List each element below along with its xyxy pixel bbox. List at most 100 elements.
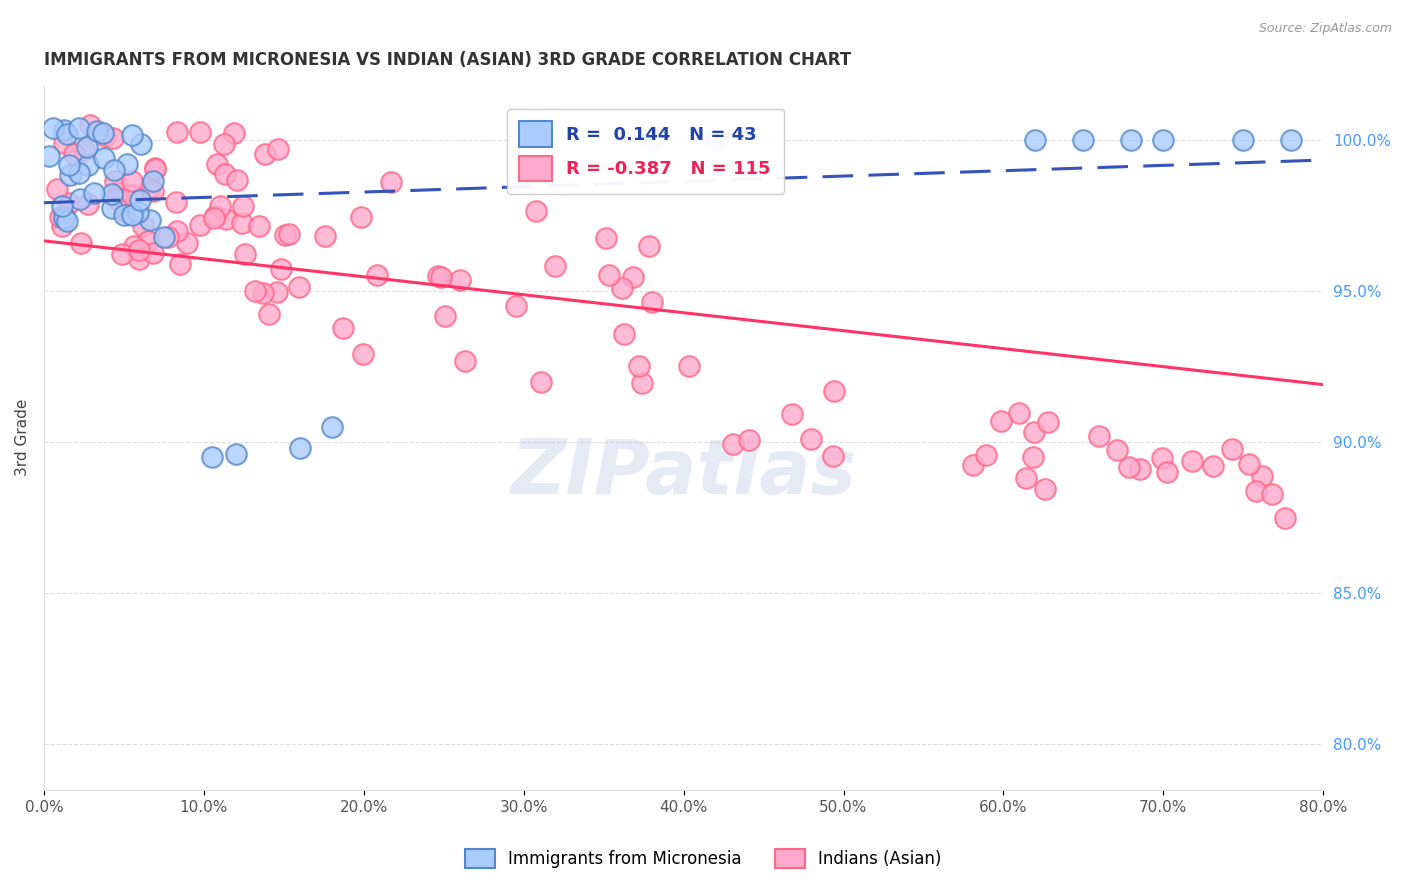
Point (188, 125, 211, 139)
Point (380, 175, 402, 189)
Point (544, 259, 567, 273)
Point (270, 262, 292, 277)
Point (76, 140, 98, 154)
Point (101, 201, 124, 215)
Point (427, 269, 450, 284)
Legend: Immigrants from Micronesia, Indians (Asian): Immigrants from Micronesia, Indians (Asi… (458, 842, 948, 875)
Point (1244, 484, 1267, 499)
Point (214, 137, 236, 152)
Point (628, 359, 651, 374)
Point (352, 347, 374, 361)
Point (67, 166, 90, 180)
Point (1220, 442, 1243, 456)
Point (225, 447, 247, 461)
Point (59, 168, 82, 182)
Point (127, 205, 149, 219)
Point (91, 126, 114, 140)
Point (738, 433, 761, 447)
Point (128, 243, 150, 257)
Point (104, 174, 127, 188)
Point (201, 450, 224, 465)
Point (77, 196, 100, 211)
Point (232, 199, 254, 213)
Point (231, 216, 253, 230)
Point (1279, 133, 1302, 147)
Point (121, 174, 143, 188)
Point (63, 146, 86, 161)
Point (214, 167, 236, 181)
Point (1152, 450, 1174, 465)
Point (1015, 471, 1038, 485)
Point (638, 239, 661, 253)
Point (53, 211, 76, 225)
Point (332, 320, 354, 334)
Point (38, 149, 60, 163)
Point (124, 238, 146, 252)
Point (277, 227, 299, 241)
Point (107, 185, 129, 199)
Point (52, 209, 75, 223)
Point (962, 458, 984, 472)
Point (1088, 429, 1111, 443)
Point (1024, 133, 1046, 147)
Point (1250, 468, 1272, 483)
Point (205, 157, 228, 171)
Point (79, 118, 101, 132)
Point (621, 270, 644, 285)
Point (132, 219, 155, 234)
Point (93, 152, 115, 166)
Point (222, 126, 245, 140)
Point (1073, 133, 1095, 147)
Point (821, 449, 844, 463)
Point (145, 161, 167, 176)
Point (314, 229, 336, 244)
Point (115, 157, 138, 171)
Point (136, 234, 159, 248)
Point (704, 133, 727, 147)
Point (1033, 482, 1056, 496)
Point (166, 125, 188, 139)
Point (101, 130, 124, 145)
Point (1261, 487, 1284, 501)
Point (800, 432, 823, 446)
Point (235, 247, 257, 261)
Point (107, 192, 129, 206)
Point (226, 173, 249, 187)
Point (1129, 462, 1152, 476)
Point (1152, 133, 1174, 147)
Point (1202, 459, 1225, 474)
Text: Source: ZipAtlas.com: Source: ZipAtlas.com (1258, 22, 1392, 36)
Point (42, 121, 65, 136)
Point (121, 128, 143, 143)
Point (612, 280, 634, 294)
Point (530, 375, 553, 389)
Point (56, 127, 79, 141)
Text: IMMIGRANTS FROM MICRONESIA VS INDIAN (ASIAN) 3RD GRADE CORRELATION CHART: IMMIGRANTS FROM MICRONESIA VS INDIAN (AS… (44, 51, 851, 69)
Point (139, 180, 162, 194)
Point (823, 384, 845, 398)
Point (46, 182, 69, 196)
Point (1274, 510, 1296, 524)
Point (121, 188, 143, 202)
Point (129, 136, 152, 151)
Point (266, 285, 288, 299)
Point (58, 158, 80, 172)
Point (287, 280, 309, 294)
Point (67, 120, 90, 135)
Point (169, 257, 191, 271)
Point (524, 203, 547, 218)
Point (252, 286, 274, 301)
Point (142, 245, 165, 260)
Point (51, 199, 73, 213)
Point (974, 448, 997, 462)
Point (56, 214, 79, 228)
Point (143, 161, 166, 175)
Point (288, 442, 311, 456)
Point (1008, 407, 1031, 421)
Y-axis label: 3rd Grade: 3rd Grade (15, 399, 30, 476)
Point (73, 143, 96, 157)
Point (253, 147, 276, 161)
Point (631, 376, 654, 390)
Point (505, 299, 527, 313)
Point (188, 218, 211, 232)
